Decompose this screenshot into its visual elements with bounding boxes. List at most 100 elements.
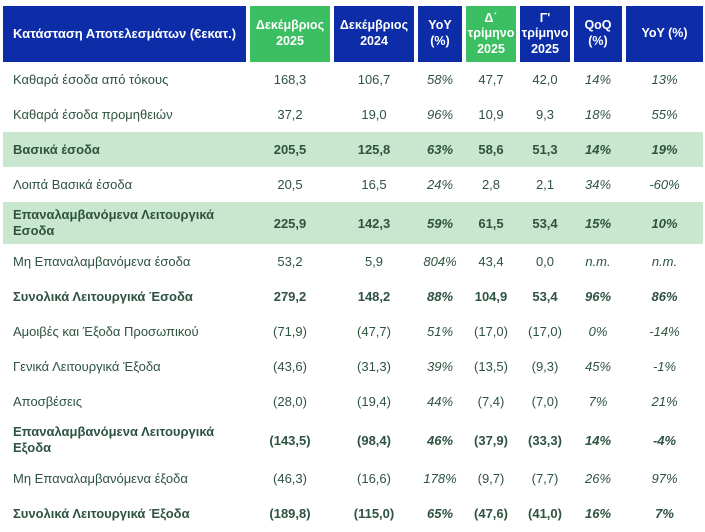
value-text: 53,4 <box>532 289 558 304</box>
column-header: Δ΄ τρίμηνο 2025 <box>466 6 516 62</box>
value-cell: 53,4 <box>520 202 570 244</box>
value-cell: (143,5) <box>250 419 330 461</box>
value-cell: (33,3) <box>520 419 570 461</box>
value-text: 46% <box>426 432 454 448</box>
value-cell: 39% <box>418 349 462 384</box>
value-text: (115,0) <box>353 506 395 521</box>
value-text: 14% <box>584 432 612 448</box>
value-cell: 88% <box>418 279 462 314</box>
value-cell: 53,2 <box>250 244 330 279</box>
value-text: 2,1 <box>535 177 555 192</box>
value-text: 24% <box>426 177 454 192</box>
value-text: 14% <box>584 72 612 87</box>
value-text: 53,4 <box>532 215 558 231</box>
value-cell: (189,8) <box>250 496 330 531</box>
value-text: 16,5 <box>361 177 387 192</box>
value-cell: 96% <box>418 97 462 132</box>
value-text: (98,4) <box>357 432 391 448</box>
value-text: 58% <box>426 72 454 87</box>
value-cell: 279,2 <box>250 279 330 314</box>
value-cell: 14% <box>574 419 622 461</box>
value-text: (71,9) <box>273 324 307 339</box>
value-cell: 42,0 <box>520 62 570 97</box>
value-text: (28,0) <box>273 394 307 409</box>
value-text: 96% <box>426 107 454 122</box>
table-row: Επαναλαμβανόμενα Λειτουργικά Εσοδα 225,9 1… <box>3 202 703 244</box>
value-cell: (7,0) <box>520 384 570 419</box>
value-cell: 65% <box>418 496 462 531</box>
value-cell: 10% <box>626 202 703 244</box>
value-text: 51% <box>426 324 454 339</box>
value-text: 37,2 <box>277 107 303 122</box>
value-text: 45% <box>584 359 612 374</box>
row-label: Καθαρά έσοδα από τόκους <box>3 62 246 97</box>
value-text: (7,4) <box>477 394 505 409</box>
table-row: Συνολικά Λειτουργικά Έξοδα (189,8) (115,0)… <box>3 496 703 531</box>
row-label: Αμοιβές και Έξοδα Προσωπικού <box>3 314 246 349</box>
value-text: (17,0) <box>528 324 562 339</box>
value-text: 19,0 <box>361 107 387 122</box>
row-label-text: Λοιπά Βασικά έσοδα <box>13 176 133 192</box>
table-row: Καθαρά έσοδα προμηθειών 37,2 19,0 96% 10,9 9,… <box>3 97 703 132</box>
value-cell: 58,6 <box>466 132 516 167</box>
row-label: Μη Επαναλαμβανόμενα έξοδα <box>3 461 246 496</box>
value-cell: 47,7 <box>466 62 516 97</box>
value-text: 19% <box>651 142 678 157</box>
row-label: Γενικά Λειτουργικά Έξοδα <box>3 349 246 384</box>
value-cell: 14% <box>574 62 622 97</box>
value-cell: 59% <box>418 202 462 244</box>
value-cell: (13,5) <box>466 349 516 384</box>
value-cell: (71,9) <box>250 314 330 349</box>
value-cell: 7% <box>574 384 622 419</box>
value-text: 205,5 <box>273 142 307 157</box>
value-cell: (9,7) <box>466 461 516 496</box>
value-cell: n.m. <box>626 244 703 279</box>
value-cell: -4% <box>626 419 703 461</box>
value-cell: 18% <box>574 97 622 132</box>
value-text: (17,0) <box>474 324 508 339</box>
value-text: 10,9 <box>478 107 504 122</box>
value-cell: 20,5 <box>250 167 330 202</box>
value-text: 804% <box>423 254 457 269</box>
value-text: (9,3) <box>531 359 559 374</box>
value-cell: 168,3 <box>250 62 330 97</box>
column-header: QoQ (%) <box>574 6 622 62</box>
value-cell: 24% <box>418 167 462 202</box>
row-label: Καθαρά έσοδα προμηθειών <box>3 97 246 132</box>
value-text: 97% <box>651 471 678 486</box>
value-text: 20,5 <box>277 177 303 192</box>
value-text: (33,3) <box>528 432 562 448</box>
value-text: 7% <box>588 394 608 409</box>
table-body: Καθαρά έσοδα από τόκους 168,3 106,7 58% 47,7… <box>3 62 703 531</box>
value-text: (143,5) <box>269 432 311 448</box>
value-text: (47,7) <box>357 324 391 339</box>
value-text: 15% <box>584 215 612 231</box>
row-label-text: Καθαρά έσοδα από τόκους <box>13 71 169 87</box>
value-cell: 16,5 <box>334 167 414 202</box>
value-cell: 58% <box>418 62 462 97</box>
value-text: 63% <box>426 142 454 157</box>
value-cell: 7% <box>626 496 703 531</box>
value-text: -60% <box>649 177 680 192</box>
table-row: Μη Επαναλαμβανόμενα έξοδα (46,3) (16,6) 178… <box>3 461 703 496</box>
table-row: Βασικά έσοδα 205,5 125,8 63% 58,6 51,3 14% 19% <box>3 132 703 167</box>
value-cell: 96% <box>574 279 622 314</box>
table-row: Συνολικά Λειτουργικά Έσοδα 279,2 148,2 88% 1… <box>3 279 703 314</box>
value-cell: 34% <box>574 167 622 202</box>
value-cell: (47,7) <box>334 314 414 349</box>
column-header: Δεκέμβριος 2025 <box>250 6 330 62</box>
value-text: 61,5 <box>478 215 504 231</box>
value-cell: 37,2 <box>250 97 330 132</box>
value-cell: (7,4) <box>466 384 516 419</box>
value-cell: (19,4) <box>334 384 414 419</box>
value-text: 7% <box>655 506 674 521</box>
table-row: Λοιπά Βασικά έσοδα 20,5 16,5 24% 2,8 2,1 34% -6… <box>3 167 703 202</box>
value-cell: 51% <box>418 314 462 349</box>
value-cell: 61,5 <box>466 202 516 244</box>
row-label: Επαναλαμβανόμενα Λειτουργικά Εξοδα <box>3 419 246 461</box>
value-cell: 14% <box>574 132 622 167</box>
value-cell: 97% <box>626 461 703 496</box>
value-text: (19,4) <box>357 394 391 409</box>
value-text: (7,0) <box>531 394 559 409</box>
value-text: 5,9 <box>364 254 384 269</box>
